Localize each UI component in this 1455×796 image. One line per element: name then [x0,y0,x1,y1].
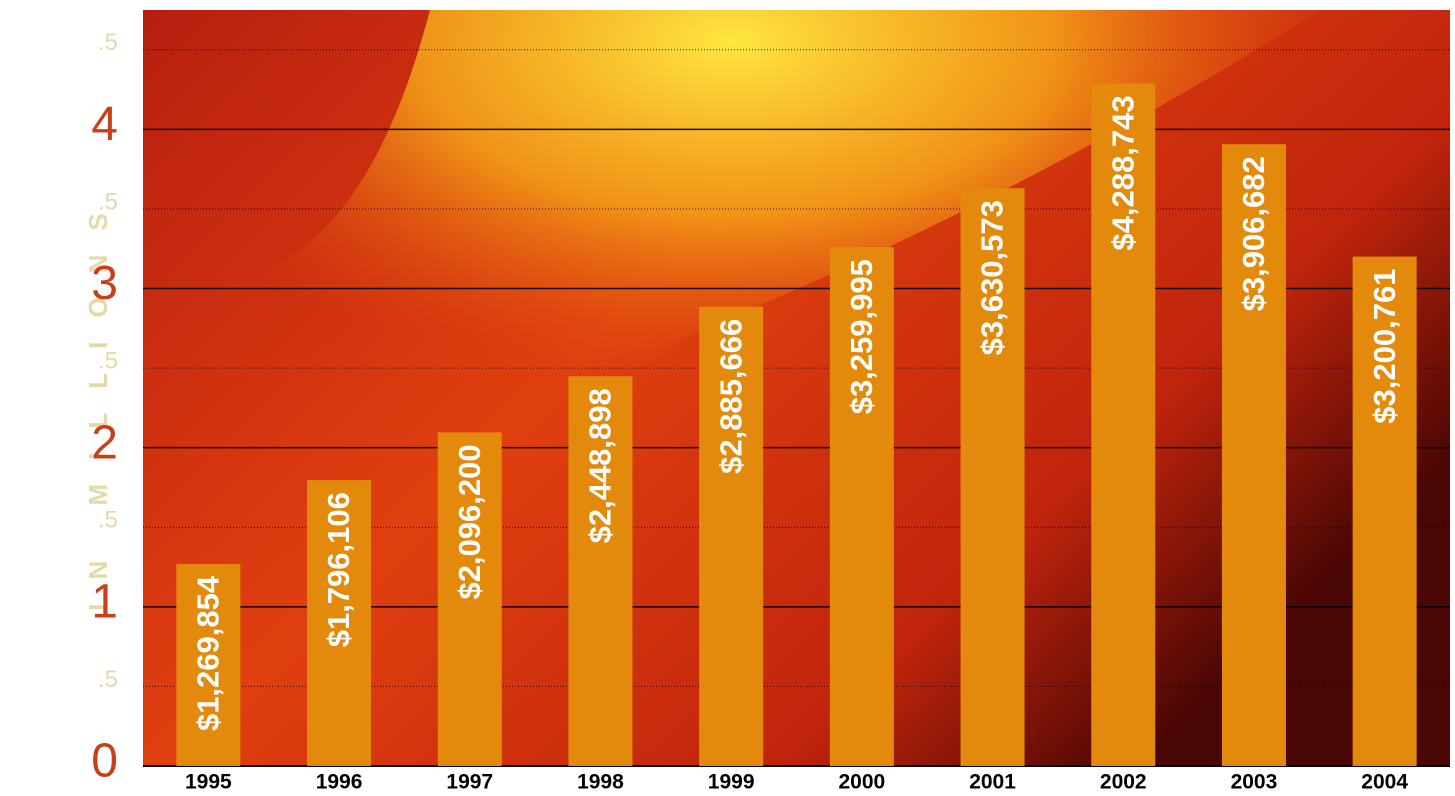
x-tick-label: 1999 [708,771,755,794]
bar-value-label: $2,096,200 [452,444,487,599]
bar [960,188,1025,766]
bar-value-label: $3,200,761 [1367,269,1402,424]
bar-value-label: $2,448,898 [583,388,618,543]
x-tick-label: 1996 [316,771,363,794]
x-tick-label: 1997 [446,771,493,794]
bar [307,480,372,766]
x-tick-label: 2004 [1361,771,1408,794]
bar-value-label: $3,906,682 [1236,156,1271,311]
bar [1091,83,1156,766]
x-tick-label: 1995 [185,771,232,794]
x-tick-label: 2002 [1100,771,1147,794]
y-tick-label: 2 [91,416,118,469]
bar [1221,144,1286,767]
bar-value-label: $2,885,666 [713,319,748,474]
bar-value-label: $3,630,573 [975,200,1010,355]
y-tick-label: .5 [98,188,118,215]
bar [699,306,764,766]
x-tick-label: 2003 [1231,771,1278,794]
y-tick-label: 1 [91,576,118,629]
x-tick-label: 2001 [969,771,1016,794]
bar [176,563,241,766]
bar [437,432,502,766]
y-tick-label: .5 [98,29,118,56]
x-tick-label: 2000 [838,771,885,794]
bar [1352,256,1417,766]
bar-value-label: $4,288,743 [1105,95,1140,250]
y-tick-label: .5 [98,347,118,374]
bar-value-label: $3,259,995 [844,259,879,414]
y-tick-label: .5 [98,666,118,693]
y-tick-label: 0 [91,735,118,788]
leaf-highlight [143,10,1320,640]
y-tick-label: 3 [91,257,118,310]
y-tick-label: .5 [98,507,118,534]
y-tick-label: 4 [91,98,118,151]
bar [829,247,894,766]
y-axis-label: IN MILLIONS [83,189,113,610]
bar [568,376,633,766]
x-tick-label: 1998 [577,771,624,794]
bar-value-label: $1,796,106 [321,492,356,647]
bar-value-label: $1,269,854 [191,575,226,731]
